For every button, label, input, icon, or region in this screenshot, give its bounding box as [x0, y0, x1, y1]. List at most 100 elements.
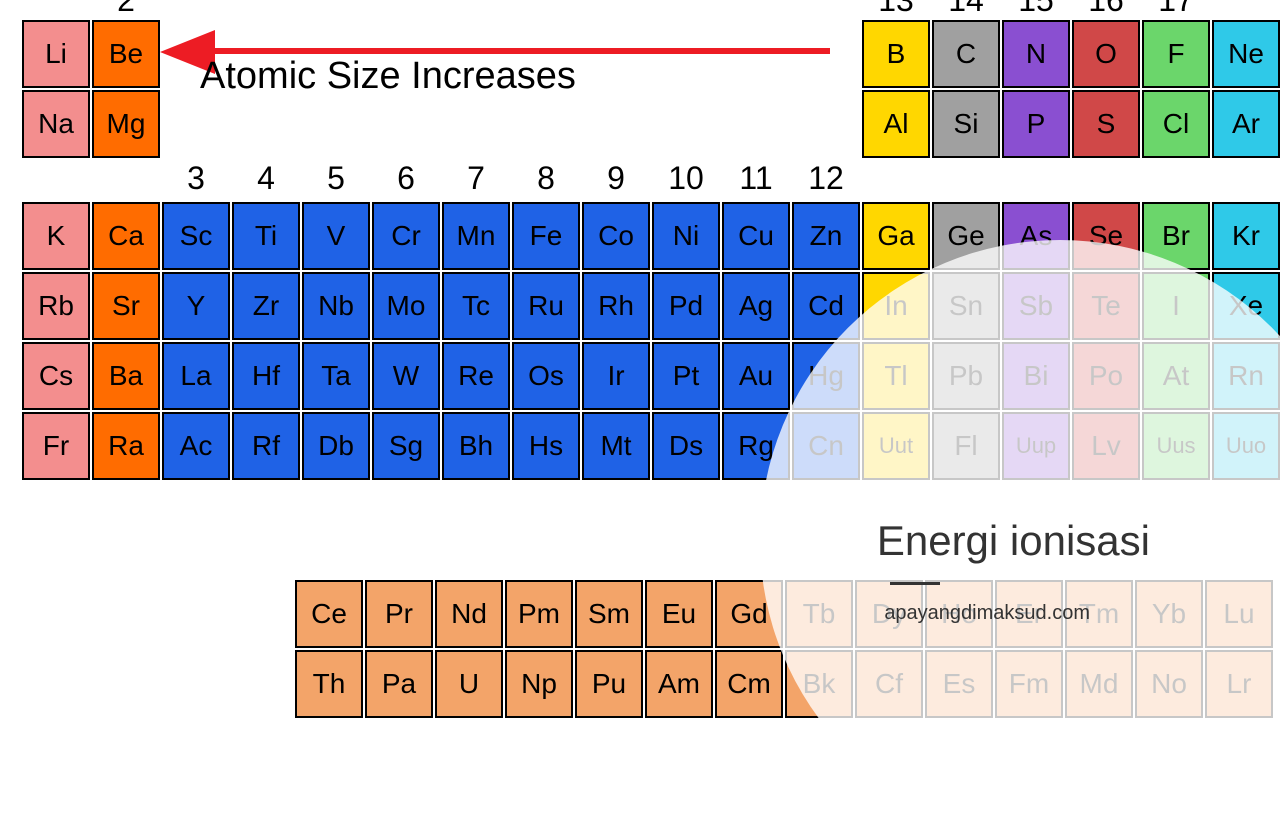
element-I: I: [1142, 272, 1210, 340]
element-Te: Te: [1072, 272, 1140, 340]
element-Nd: Nd: [435, 580, 503, 648]
col-label-16: 16: [1072, 0, 1140, 19]
element-U: U: [435, 650, 503, 718]
element-Mo: Mo: [372, 272, 440, 340]
element-Li: Li: [22, 20, 90, 88]
col-label-8: 8: [512, 160, 580, 197]
col-label-13: 13: [862, 0, 930, 19]
col-label-7: 7: [442, 160, 510, 197]
element-Se: Se: [1072, 202, 1140, 270]
element-Cm: Cm: [715, 650, 783, 718]
element-Br: Br: [1142, 202, 1210, 270]
col-label-3: 3: [162, 160, 230, 197]
element-Hs: Hs: [512, 412, 580, 480]
overlay-title: Energi ionisasi: [877, 517, 1150, 565]
col-label-6: 6: [372, 160, 440, 197]
col-label-2: 2: [92, 0, 160, 19]
col-label-14: 14: [932, 0, 1000, 19]
element-Hg: Hg: [792, 342, 860, 410]
element-Re: Re: [442, 342, 510, 410]
element-Xe: Xe: [1212, 272, 1280, 340]
element-Es: Es: [925, 650, 993, 718]
element-Fl: Fl: [932, 412, 1000, 480]
element-K: K: [22, 202, 90, 270]
element-Cn: Cn: [792, 412, 860, 480]
element-N: N: [1002, 20, 1070, 88]
element-As: As: [1002, 202, 1070, 270]
element-At: At: [1142, 342, 1210, 410]
element-Ca: Ca: [92, 202, 160, 270]
col-label-15: 15: [1002, 0, 1070, 19]
element-Fe: Fe: [512, 202, 580, 270]
element-F: F: [1142, 20, 1210, 88]
element-Na: Na: [22, 90, 90, 158]
element-Sm: Sm: [575, 580, 643, 648]
element-Rb: Rb: [22, 272, 90, 340]
overlay-site-url: apayangdimaksud.com: [884, 602, 1090, 625]
element-Ag: Ag: [722, 272, 790, 340]
element-Sg: Sg: [372, 412, 440, 480]
element-Rh: Rh: [582, 272, 650, 340]
element-Db: Db: [302, 412, 370, 480]
element-Cl: Cl: [1142, 90, 1210, 158]
element-Lr: Lr: [1205, 650, 1273, 718]
element-Ni: Ni: [652, 202, 720, 270]
arrow-line: [210, 48, 830, 54]
element-Mg: Mg: [92, 90, 160, 158]
element-Lv: Lv: [1072, 412, 1140, 480]
element-Kr: Kr: [1212, 202, 1280, 270]
element-In: In: [862, 272, 930, 340]
element-Ne: Ne: [1212, 20, 1280, 88]
col-label-10: 10: [652, 160, 720, 197]
element-C: C: [932, 20, 1000, 88]
col-label-5: 5: [302, 160, 370, 197]
periodic-table-diagram: { "layout":{ "cell_w":68,"cell_h":68,"ga…: [0, 0, 1280, 720]
element-Gd: Gd: [715, 580, 783, 648]
element-Zn: Zn: [792, 202, 860, 270]
element-Bh: Bh: [442, 412, 510, 480]
element-Np: Np: [505, 650, 573, 718]
element-Ru: Ru: [512, 272, 580, 340]
element-Uut: Uut: [862, 412, 930, 480]
element-Zr: Zr: [232, 272, 300, 340]
element-Bi: Bi: [1002, 342, 1070, 410]
element-Sc: Sc: [162, 202, 230, 270]
col-label-11: 11: [722, 160, 790, 197]
element-Pt: Pt: [652, 342, 720, 410]
element-Tc: Tc: [442, 272, 510, 340]
col-label-17: 17: [1142, 0, 1210, 19]
element-Eu: Eu: [645, 580, 713, 648]
element-Yb: Yb: [1135, 580, 1203, 648]
element-Cr: Cr: [372, 202, 440, 270]
element-Ge: Ge: [932, 202, 1000, 270]
col-label-12: 12: [792, 160, 860, 197]
element-V: V: [302, 202, 370, 270]
element-Sn: Sn: [932, 272, 1000, 340]
element-Lu: Lu: [1205, 580, 1273, 648]
element-Md: Md: [1065, 650, 1133, 718]
element-Ac: Ac: [162, 412, 230, 480]
col-label-4: 4: [232, 160, 300, 197]
element-Y: Y: [162, 272, 230, 340]
element-Hf: Hf: [232, 342, 300, 410]
element-Pm: Pm: [505, 580, 573, 648]
element-Po: Po: [1072, 342, 1140, 410]
element-Bk: Bk: [785, 650, 853, 718]
element-Ra: Ra: [92, 412, 160, 480]
element-Sr: Sr: [92, 272, 160, 340]
element-Am: Am: [645, 650, 713, 718]
element-Ta: Ta: [302, 342, 370, 410]
element-Ar: Ar: [1212, 90, 1280, 158]
element-Cu: Cu: [722, 202, 790, 270]
element-Ti: Ti: [232, 202, 300, 270]
element-O: O: [1072, 20, 1140, 88]
element-Fm: Fm: [995, 650, 1063, 718]
element-B: B: [862, 20, 930, 88]
element-W: W: [372, 342, 440, 410]
element-La: La: [162, 342, 230, 410]
element-No: No: [1135, 650, 1203, 718]
element-Co: Co: [582, 202, 650, 270]
element-Fr: Fr: [22, 412, 90, 480]
element-Th: Th: [295, 650, 363, 718]
element-Pd: Pd: [652, 272, 720, 340]
